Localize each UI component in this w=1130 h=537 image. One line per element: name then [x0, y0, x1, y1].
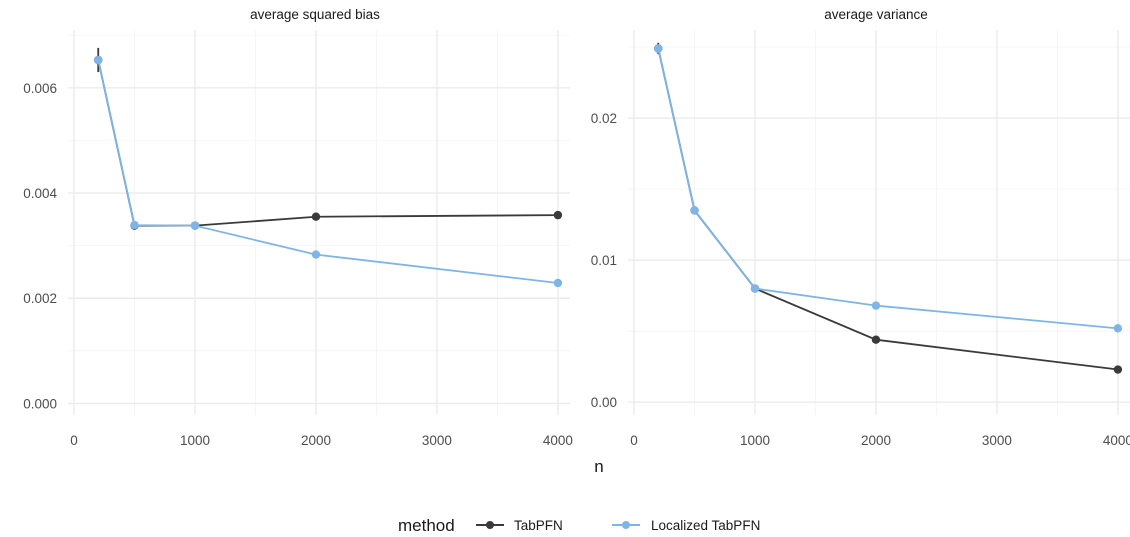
data-point [690, 206, 699, 215]
legend-label-tabpfn: TabPFN [514, 518, 563, 533]
data-point [311, 250, 321, 259]
data-point [654, 44, 663, 53]
x-tick-label: 0 [630, 433, 638, 448]
data-point [190, 221, 200, 230]
data-point [311, 212, 321, 221]
legend-title: method [398, 516, 455, 535]
x-tick-label: 0 [70, 433, 78, 448]
data-point [871, 301, 881, 310]
y-tick-label: 0.006 [23, 81, 57, 96]
data-point [130, 220, 139, 230]
data-point [553, 210, 563, 220]
data-point [1113, 324, 1123, 333]
x-tick-label: 2000 [301, 433, 331, 448]
y-tick-label: 0.01 [591, 253, 617, 268]
y-tick-label: 0.02 [591, 111, 617, 126]
y-tick-label: 0.000 [23, 396, 57, 411]
data-point [750, 284, 760, 293]
x-tick-label: 3000 [982, 433, 1012, 448]
series-localized-tabpfn-variance [654, 44, 1123, 333]
data-point [1113, 365, 1123, 374]
series-line [97, 59, 558, 227]
panel-title-variance: average variance [824, 7, 928, 22]
data-point [553, 278, 563, 288]
panel-average-variance: average variance 0 1000 2000 3000 4000 0.00 0.… [591, 7, 1130, 448]
data-point [871, 335, 881, 344]
x-axis-label: n [594, 457, 603, 476]
legend-label-localized-tabpfn: Localized TabPFN [651, 518, 760, 533]
x-tick-label: 4000 [1103, 433, 1130, 448]
x-tick-label: 4000 [543, 433, 573, 448]
x-tick-label: 2000 [861, 433, 891, 448]
y-tick-label: 0.004 [23, 186, 57, 201]
series-localized-tabpfn-bias [94, 55, 563, 288]
x-tick-label: 1000 [740, 433, 770, 448]
legend-key-localized-tabpfn [612, 521, 640, 529]
series-line [97, 59, 559, 284]
legend-key-tabpfn [476, 521, 504, 529]
y-tick-label: 0.002 [23, 291, 57, 306]
panel-title-bias: average squared bias [250, 7, 380, 22]
y-tick-label: 0.00 [591, 395, 617, 410]
legend: method TabPFN Localized TabPFN [398, 516, 760, 535]
data-point [94, 55, 103, 65]
grid-variance [628, 30, 1130, 415]
series-tabpfn-variance [654, 42, 1123, 374]
panel-average-squared-bias: average squared bias 0 1000 2000 3000 4000 0.… [23, 7, 573, 448]
series-tabpfn-bias [94, 47, 563, 230]
series-line [657, 48, 1118, 330]
x-tick-label: 1000 [180, 433, 210, 448]
x-tick-label: 3000 [422, 433, 452, 448]
grid-bias [68, 30, 570, 415]
